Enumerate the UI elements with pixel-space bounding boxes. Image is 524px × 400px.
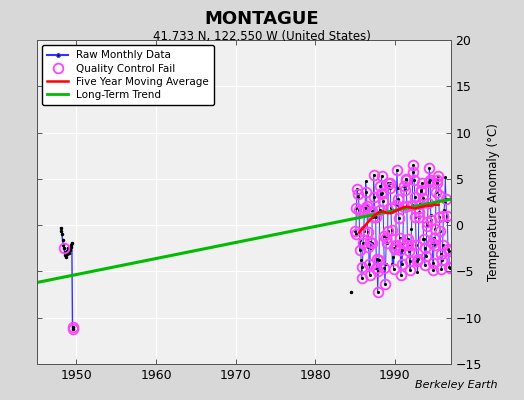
Text: Berkeley Earth: Berkeley Earth	[416, 380, 498, 390]
Y-axis label: Temperature Anomaly (°C): Temperature Anomaly (°C)	[487, 123, 500, 281]
Text: MONTAGUE: MONTAGUE	[205, 10, 319, 28]
Legend: Raw Monthly Data, Quality Control Fail, Five Year Moving Average, Long-Term Tren: Raw Monthly Data, Quality Control Fail, …	[42, 45, 214, 105]
Text: 41.733 N, 122.550 W (United States): 41.733 N, 122.550 W (United States)	[153, 30, 371, 43]
